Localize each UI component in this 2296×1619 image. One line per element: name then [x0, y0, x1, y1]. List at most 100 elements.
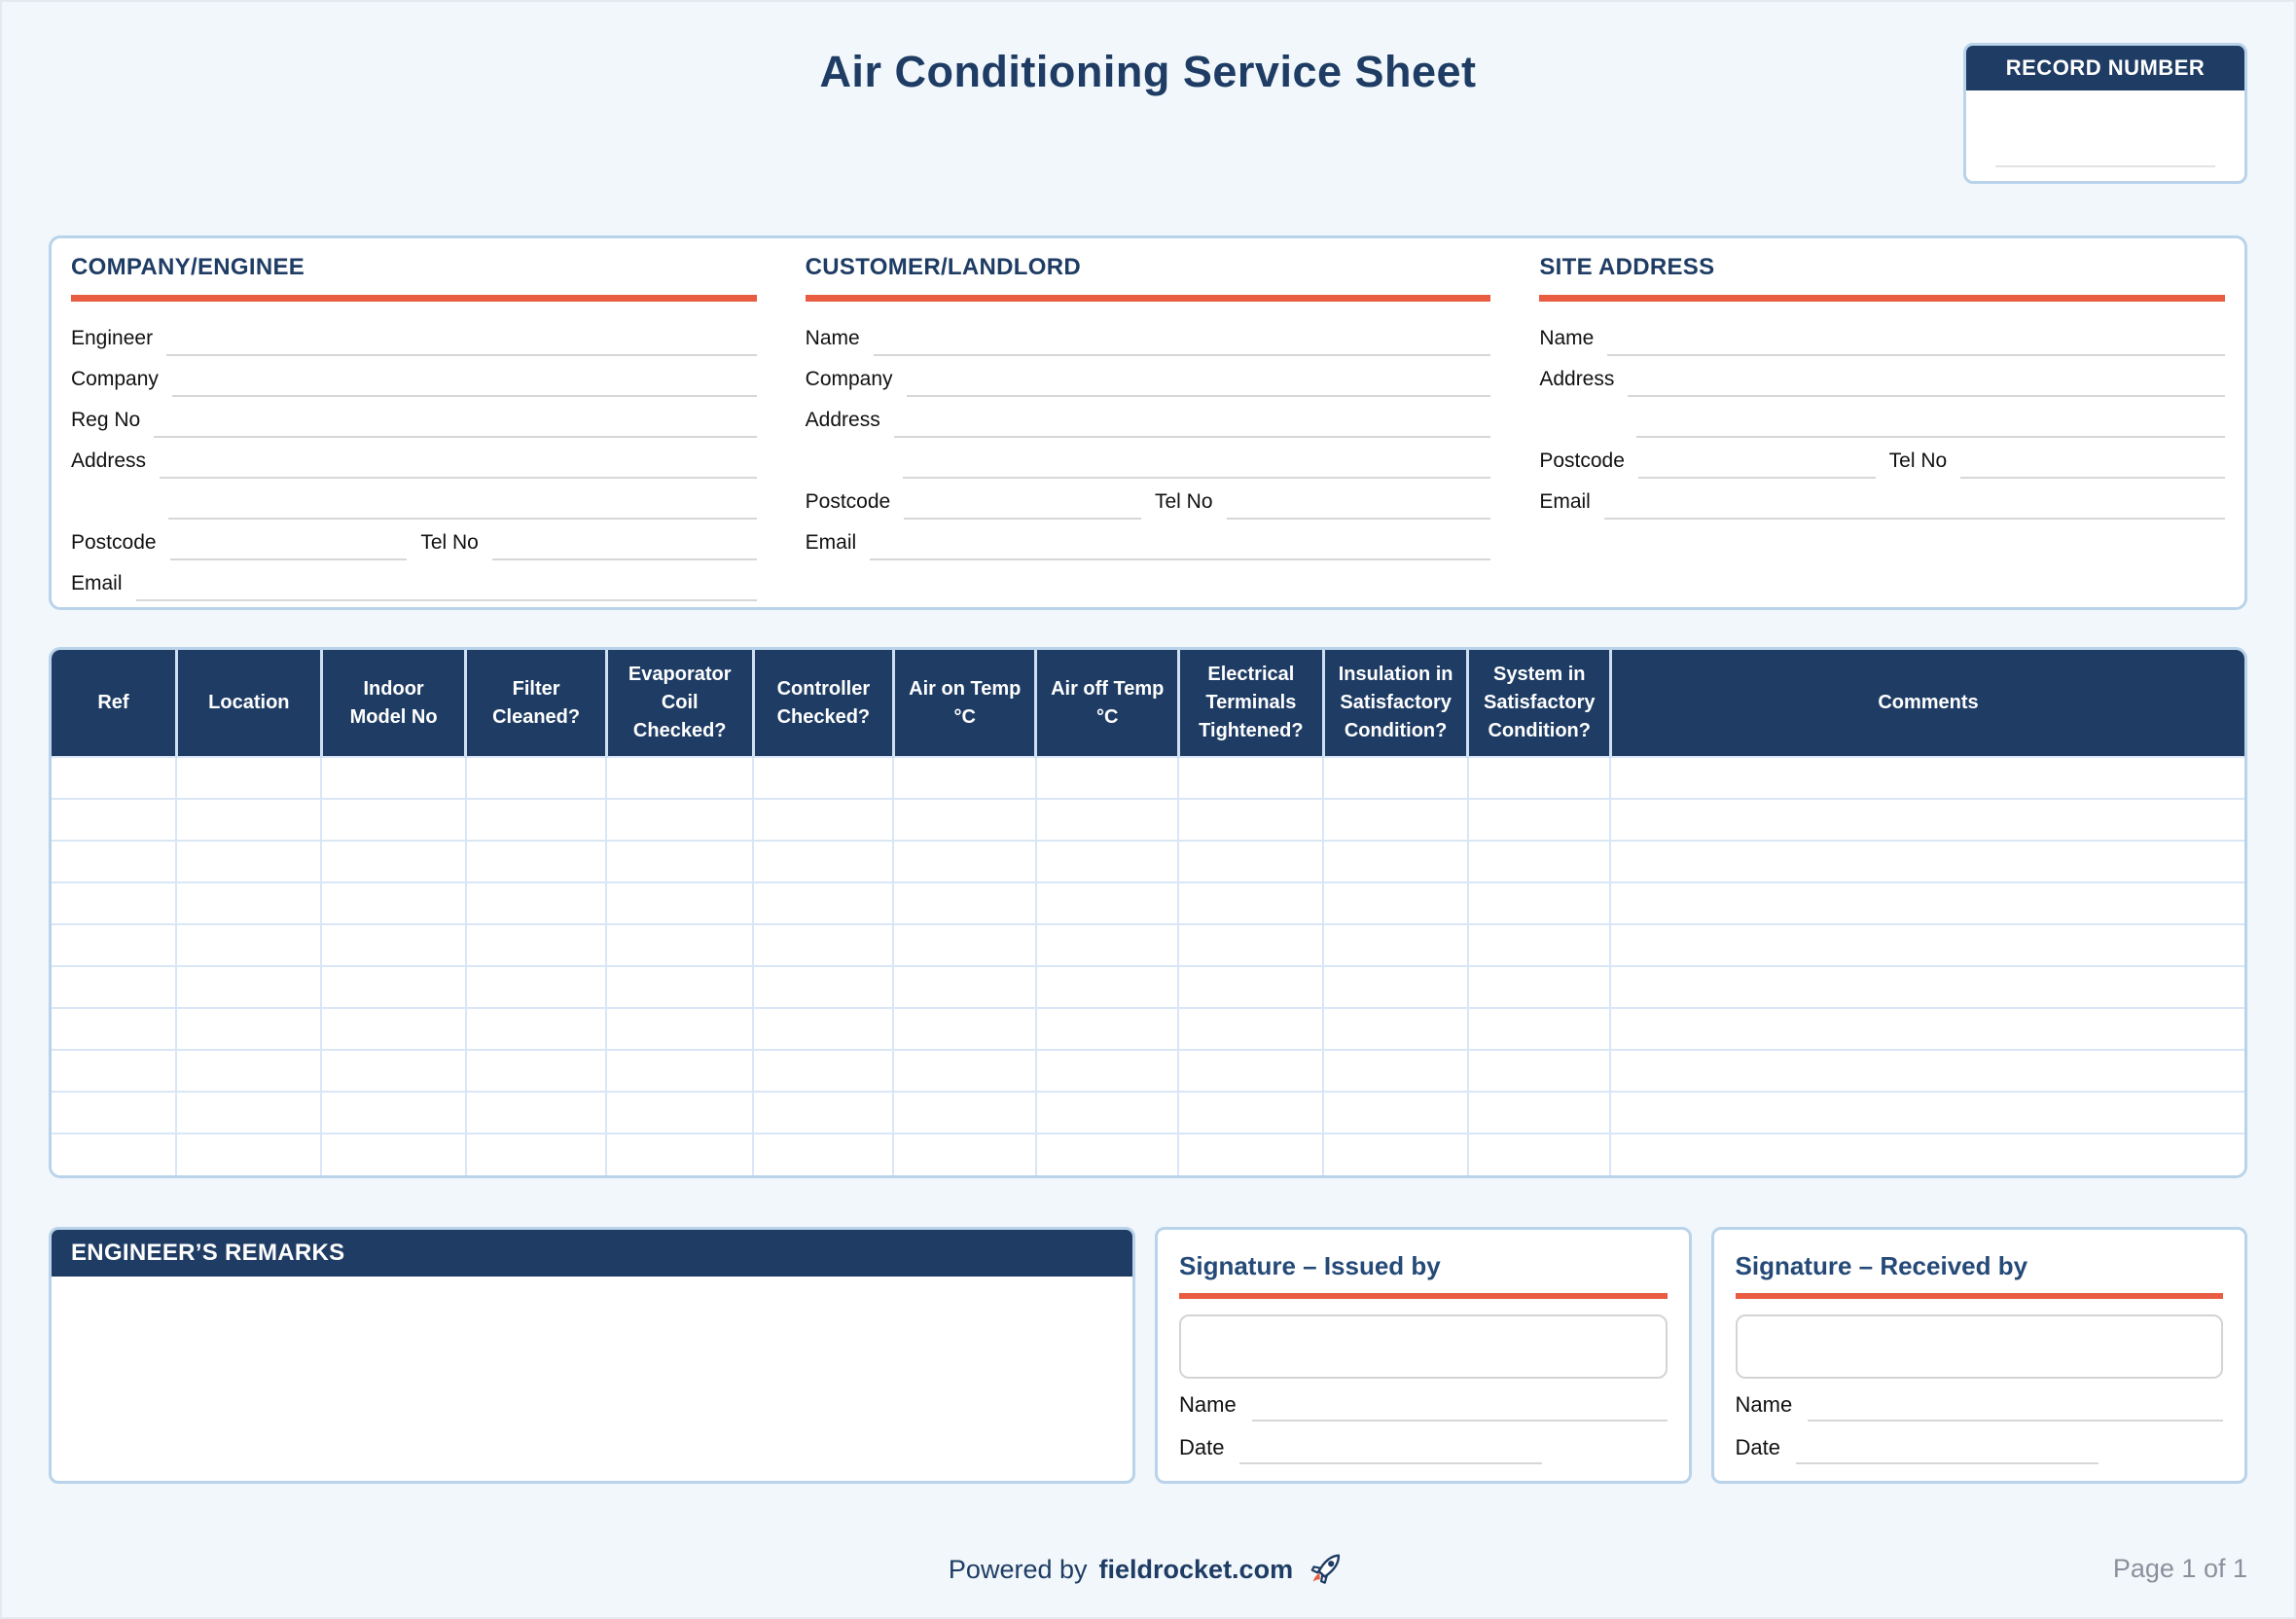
address-field-line[interactable] [160, 446, 757, 479]
table-cell-air-on-temp[interactable] [893, 923, 1037, 966]
company-field-line[interactable] [171, 364, 757, 397]
table-cell-air-off-temp[interactable] [1035, 1007, 1180, 1050]
table-cell-electrical-terminals-tightened[interactable] [1178, 881, 1325, 924]
table-cell-air-off-temp[interactable] [1035, 1133, 1180, 1175]
table-cell-controller-checked[interactable] [753, 965, 895, 1008]
table-cell-filter-cleaned[interactable] [465, 840, 608, 882]
table-cell-air-on-temp[interactable] [893, 881, 1037, 924]
table-cell-insulation-satisfactory[interactable] [1323, 881, 1469, 924]
table-cell-location[interactable] [176, 798, 323, 841]
fieldrocket-link[interactable]: fieldrocket.com [1098, 1554, 1294, 1584]
table-cell-evaporator-coil-checked[interactable] [606, 881, 755, 924]
table-cell-evaporator-coil-checked[interactable] [606, 965, 755, 1008]
address-field-line-2[interactable] [168, 486, 757, 520]
table-cell-filter-cleaned[interactable] [465, 881, 608, 924]
email-field-line[interactable] [870, 527, 1491, 560]
table-cell-location[interactable] [176, 923, 323, 966]
table-cell-electrical-terminals-tightened[interactable] [1178, 840, 1325, 882]
table-cell-system-satisfactory[interactable] [1467, 840, 1612, 882]
table-cell-electrical-terminals-tightened[interactable] [1178, 798, 1325, 841]
table-cell-air-on-temp[interactable] [893, 1091, 1037, 1133]
table-cell-electrical-terminals-tightened[interactable] [1178, 965, 1325, 1008]
postcode-field-line[interactable] [1637, 446, 1876, 479]
signature-received-box[interactable] [1735, 1314, 2223, 1379]
table-cell-location[interactable] [176, 965, 323, 1008]
email-field-line[interactable] [135, 568, 757, 601]
table-cell-indoor-model-no[interactable] [321, 923, 467, 966]
table-cell-comments[interactable] [1610, 798, 2244, 841]
table-cell-controller-checked[interactable] [753, 1091, 895, 1133]
tel-no-field-line[interactable] [1226, 486, 1491, 520]
table-cell-controller-checked[interactable] [753, 1049, 895, 1092]
name-field-line[interactable] [1251, 1392, 1668, 1421]
table-cell-ref[interactable] [52, 1049, 178, 1092]
table-cell-comments[interactable] [1610, 1007, 2244, 1050]
table-cell-ref[interactable] [52, 1133, 178, 1175]
table-cell-insulation-satisfactory[interactable] [1323, 1049, 1469, 1092]
table-cell-electrical-terminals-tightened[interactable] [1178, 1133, 1325, 1175]
table-cell-air-off-temp[interactable] [1035, 1091, 1180, 1133]
signature-issued-box[interactable] [1179, 1314, 1668, 1379]
table-cell-filter-cleaned[interactable] [465, 1133, 608, 1175]
table-cell-insulation-satisfactory[interactable] [1323, 923, 1469, 966]
engineer-field-line[interactable] [166, 323, 757, 356]
table-cell-air-off-temp[interactable] [1035, 1049, 1180, 1092]
name-field-line[interactable] [1607, 323, 2225, 356]
table-cell-indoor-model-no[interactable] [321, 1049, 467, 1092]
date-field-line[interactable] [1239, 1435, 1543, 1464]
tel-no-field-line[interactable] [491, 527, 757, 560]
table-cell-comments[interactable] [1610, 881, 2244, 924]
table-cell-system-satisfactory[interactable] [1467, 1049, 1612, 1092]
table-cell-ref[interactable] [52, 756, 178, 799]
name-field-line[interactable] [873, 323, 1491, 356]
table-cell-ref[interactable] [52, 798, 178, 841]
table-cell-ref[interactable] [52, 923, 178, 966]
table-cell-filter-cleaned[interactable] [465, 965, 608, 1008]
table-cell-filter-cleaned[interactable] [465, 1049, 608, 1092]
table-cell-indoor-model-no[interactable] [321, 756, 467, 799]
table-cell-filter-cleaned[interactable] [465, 923, 608, 966]
table-cell-comments[interactable] [1610, 965, 2244, 1008]
table-cell-air-on-temp[interactable] [893, 1049, 1037, 1092]
table-cell-comments[interactable] [1610, 1091, 2244, 1133]
table-cell-location[interactable] [176, 881, 323, 924]
table-cell-system-satisfactory[interactable] [1467, 756, 1612, 799]
table-cell-evaporator-coil-checked[interactable] [606, 756, 755, 799]
table-cell-location[interactable] [176, 1133, 323, 1175]
table-cell-electrical-terminals-tightened[interactable] [1178, 1091, 1325, 1133]
table-cell-evaporator-coil-checked[interactable] [606, 923, 755, 966]
table-cell-electrical-terminals-tightened[interactable] [1178, 923, 1325, 966]
tel-no-field-line[interactable] [1960, 446, 2226, 479]
name-field-line[interactable] [1808, 1392, 2223, 1421]
table-cell-indoor-model-no[interactable] [321, 1133, 467, 1175]
postcode-field-line[interactable] [169, 527, 408, 560]
table-cell-air-on-temp[interactable] [893, 1133, 1037, 1175]
table-cell-controller-checked[interactable] [753, 798, 895, 841]
table-cell-air-off-temp[interactable] [1035, 881, 1180, 924]
table-cell-comments[interactable] [1610, 1049, 2244, 1092]
table-cell-controller-checked[interactable] [753, 1133, 895, 1175]
table-cell-system-satisfactory[interactable] [1467, 881, 1612, 924]
table-cell-air-off-temp[interactable] [1035, 798, 1180, 841]
table-cell-air-on-temp[interactable] [893, 1007, 1037, 1050]
table-cell-insulation-satisfactory[interactable] [1323, 756, 1469, 799]
table-cell-indoor-model-no[interactable] [321, 840, 467, 882]
table-cell-controller-checked[interactable] [753, 1007, 895, 1050]
table-cell-air-on-temp[interactable] [893, 840, 1037, 882]
table-cell-electrical-terminals-tightened[interactable] [1178, 1049, 1325, 1092]
table-cell-controller-checked[interactable] [753, 923, 895, 966]
table-cell-ref[interactable] [52, 1091, 178, 1133]
table-cell-air-off-temp[interactable] [1035, 965, 1180, 1008]
table-cell-filter-cleaned[interactable] [465, 1091, 608, 1133]
table-cell-filter-cleaned[interactable] [465, 798, 608, 841]
table-cell-evaporator-coil-checked[interactable] [606, 840, 755, 882]
table-cell-insulation-satisfactory[interactable] [1323, 840, 1469, 882]
table-cell-insulation-satisfactory[interactable] [1323, 798, 1469, 841]
table-cell-evaporator-coil-checked[interactable] [606, 1133, 755, 1175]
table-cell-controller-checked[interactable] [753, 840, 895, 882]
table-cell-comments[interactable] [1610, 923, 2244, 966]
table-cell-air-off-temp[interactable] [1035, 840, 1180, 882]
table-cell-controller-checked[interactable] [753, 881, 895, 924]
table-cell-system-satisfactory[interactable] [1467, 1007, 1612, 1050]
table-cell-location[interactable] [176, 1007, 323, 1050]
